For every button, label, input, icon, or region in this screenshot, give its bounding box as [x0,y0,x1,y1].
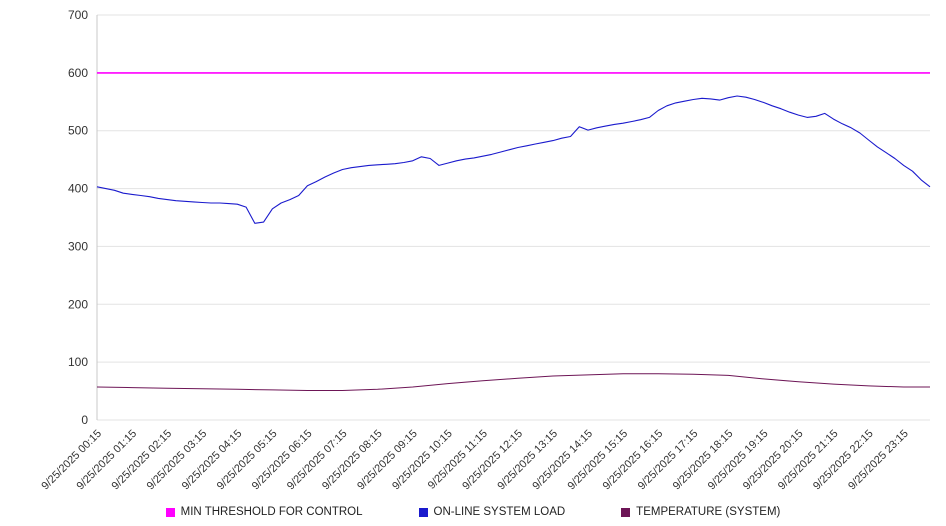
svg-text:400: 400 [68,182,88,196]
svg-text:9/25/2025 05:15: 9/25/2025 05:15 [215,428,280,493]
svg-text:200: 200 [68,297,88,311]
legend-swatch-min-threshold [165,507,175,517]
svg-text:9/25/2025 14:15: 9/25/2025 14:15 [530,428,595,493]
svg-text:9/25/2025 06:15: 9/25/2025 06:15 [250,428,315,493]
svg-text:9/25/2025 12:15: 9/25/2025 12:15 [460,428,525,493]
svg-text:9/25/2025 22:15: 9/25/2025 22:15 [811,428,876,493]
svg-text:9/25/2025 04:15: 9/25/2025 04:15 [180,428,245,493]
svg-text:9/25/2025 00:15: 9/25/2025 00:15 [39,428,104,493]
svg-text:9/25/2025 10:15: 9/25/2025 10:15 [390,428,455,493]
svg-text:9/25/2025 01:15: 9/25/2025 01:15 [74,428,139,493]
svg-text:0: 0 [81,413,88,427]
svg-text:9/25/2025 18:15: 9/25/2025 18:15 [671,428,736,493]
svg-text:9/25/2025 21:15: 9/25/2025 21:15 [776,428,841,493]
svg-text:9/25/2025 08:15: 9/25/2025 08:15 [320,428,385,493]
svg-text:700: 700 [68,8,88,22]
legend-label-min-threshold: MIN THRESHOLD FOR CONTROL [180,506,363,518]
svg-text:600: 600 [68,66,88,80]
legend-label-system-load: ON-LINE SYSTEM LOAD [433,506,566,518]
svg-text:9/25/2025 23:15: 9/25/2025 23:15 [846,428,911,493]
legend-item-system-load[interactable]: ON-LINE SYSTEM LOAD [418,506,566,518]
legend-swatch-system-load [418,507,428,517]
legend-item-min-threshold[interactable]: MIN THRESHOLD FOR CONTROL [165,506,363,518]
svg-text:9/25/2025 09:15: 9/25/2025 09:15 [355,428,420,493]
svg-text:9/25/2025 13:15: 9/25/2025 13:15 [495,428,560,493]
svg-text:9/25/2025 03:15: 9/25/2025 03:15 [145,428,210,493]
svg-text:100: 100 [68,355,88,369]
svg-text:9/25/2025 17:15: 9/25/2025 17:15 [636,428,701,493]
svg-text:9/25/2025 15:15: 9/25/2025 15:15 [565,428,630,493]
legend-item-temperature[interactable]: TEMPERATURE (SYSTEM) [621,506,780,518]
chart-legend: MIN THRESHOLD FOR CONTROL ON-LINE SYSTEM… [0,506,946,518]
svg-text:9/25/2025 16:15: 9/25/2025 16:15 [601,428,666,493]
legend-swatch-temperature [621,507,631,517]
svg-text:9/25/2025 20:15: 9/25/2025 20:15 [741,428,806,493]
svg-text:300: 300 [68,239,88,253]
svg-text:500: 500 [68,124,88,138]
svg-text:9/25/2025 07:15: 9/25/2025 07:15 [285,428,350,493]
legend-label-temperature: TEMPERATURE (SYSTEM) [636,506,781,518]
svg-text:9/25/2025 19:15: 9/25/2025 19:15 [706,428,771,493]
svg-text:9/25/2025 02:15: 9/25/2025 02:15 [109,428,174,493]
